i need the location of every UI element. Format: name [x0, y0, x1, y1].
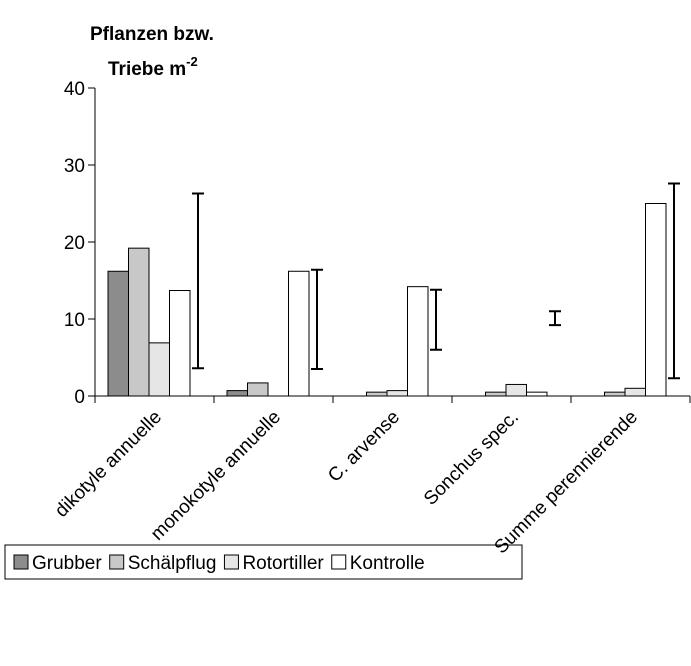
- x-tick-label: monokotyle annuelle: [147, 407, 285, 545]
- y-tick-label: 20: [64, 233, 85, 254]
- legend-swatch: [331, 554, 347, 570]
- bar: [288, 270, 310, 397]
- error-bar: [430, 288, 442, 351]
- error-bar: [668, 182, 680, 380]
- legend-label: Grubber: [32, 553, 102, 574]
- legend-label: Schälpflug: [128, 553, 217, 574]
- legend-label: Rotortiller: [242, 553, 324, 574]
- legend-swatch: [109, 554, 125, 570]
- y-tick-label: 30: [64, 156, 85, 177]
- bar: [386, 390, 408, 397]
- bar: [226, 390, 248, 397]
- bar: [645, 203, 667, 397]
- x-tick-label: dikotyle annuelle: [51, 407, 166, 522]
- bar: [128, 247, 150, 397]
- legend-box: [4, 544, 523, 580]
- bar: [169, 290, 191, 397]
- bar: [247, 382, 269, 397]
- bar: [485, 391, 507, 397]
- bar: [366, 391, 388, 397]
- error-bar: [192, 192, 204, 370]
- y-tick-label: 10: [64, 310, 85, 331]
- y-axis-label-sup: -2: [186, 54, 198, 69]
- error-bar: [311, 268, 323, 371]
- error-bar: [549, 310, 561, 327]
- bar: [624, 387, 646, 397]
- bar: [107, 270, 129, 397]
- y-axis-label: Pflanzen bzw.: [90, 24, 214, 45]
- y-tick-label: 40: [64, 79, 85, 100]
- x-tick-label: C. arvense: [324, 407, 404, 487]
- x-tick-label: Sonchus spec.: [420, 407, 523, 510]
- legend-label: Kontrolle: [350, 553, 425, 574]
- bar: [407, 286, 429, 397]
- y-tick-label: 0: [74, 387, 85, 408]
- bar: [526, 391, 548, 397]
- legend-swatch: [13, 554, 29, 570]
- y-axis-label-text: Triebe m: [108, 59, 186, 80]
- legend-swatch: [223, 554, 239, 570]
- bar: [604, 391, 626, 397]
- bar: [505, 383, 527, 397]
- bar: [148, 342, 170, 397]
- y-axis-label: Triebe m-2: [108, 54, 198, 80]
